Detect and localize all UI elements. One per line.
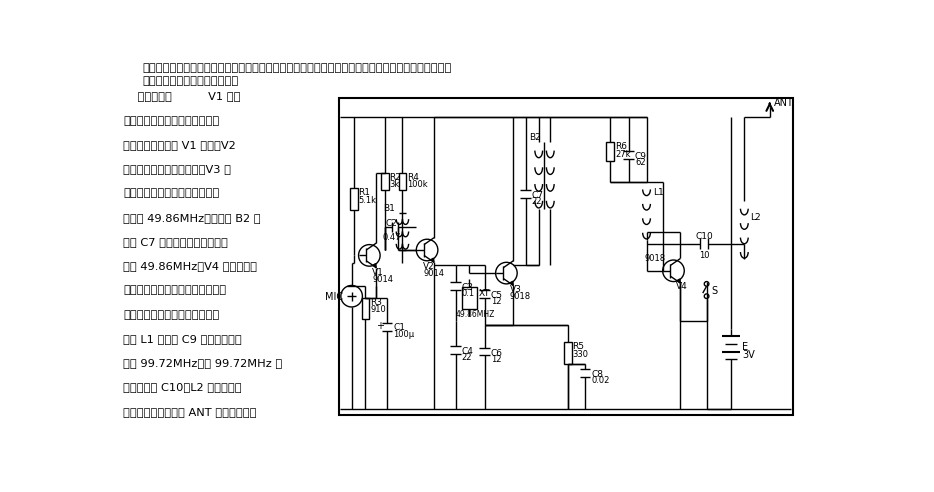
Text: 匹配回路馈送至天线 ANT 而发射出去。: 匹配回路馈送至天线 ANT 而发射出去。 — [123, 407, 257, 417]
Text: 49.86MHZ: 49.86MHZ — [456, 310, 495, 319]
Text: B2: B2 — [529, 133, 541, 142]
Text: 100μ: 100μ — [393, 330, 415, 339]
Text: R6: R6 — [615, 142, 627, 151]
Circle shape — [663, 260, 685, 281]
Text: 本电路能配合调频收音机、也能配合调幅收音机作为无线话筒使用。由于采用晶体振荡器，发射频率极: 本电路能配合调频收音机、也能配合调幅收音机作为无线话筒使用。由于采用晶体振荡器，… — [142, 63, 451, 73]
Text: 故实际为倍频放大器，其集电极: 故实际为倍频放大器，其集电极 — [123, 309, 219, 320]
Text: 330: 330 — [573, 350, 588, 359]
Text: 9018: 9018 — [509, 292, 531, 301]
Text: 12: 12 — [491, 355, 502, 364]
Text: C2: C2 — [386, 219, 398, 228]
Text: 12: 12 — [491, 297, 502, 306]
Text: E: E — [742, 342, 748, 352]
Text: V1: V1 — [373, 268, 384, 277]
Text: 9018: 9018 — [644, 254, 665, 263]
Text: 0.1: 0.1 — [461, 289, 474, 298]
Circle shape — [417, 239, 438, 261]
Text: L2: L2 — [751, 213, 761, 222]
Text: 负载 L1 与电容 C9 并联后，应谐: 负载 L1 与电容 C9 并联后，应谐 — [123, 334, 242, 344]
Text: 电容 C7 组成的并联谐振回路谐: 电容 C7 组成的并联谐振回路谐 — [123, 237, 228, 247]
Bar — [606, 142, 615, 161]
Bar — [564, 342, 572, 364]
Text: C10: C10 — [696, 232, 714, 241]
Text: 0.47: 0.47 — [382, 233, 401, 242]
Text: 910: 910 — [370, 306, 386, 314]
Text: 27k: 27k — [615, 150, 630, 159]
Text: 9014: 9014 — [423, 269, 445, 278]
Bar — [350, 188, 358, 210]
Polygon shape — [510, 281, 514, 285]
Text: 5.1k: 5.1k — [359, 196, 376, 205]
Bar — [399, 173, 406, 190]
Text: C6: C6 — [491, 348, 503, 358]
Bar — [361, 298, 369, 319]
Text: V4: V4 — [676, 281, 687, 291]
Text: R1: R1 — [359, 188, 371, 197]
Circle shape — [496, 262, 517, 284]
Text: V3: V3 — [509, 285, 521, 294]
Text: C4: C4 — [461, 347, 474, 356]
Text: C5: C5 — [491, 291, 503, 300]
Text: S: S — [711, 286, 717, 296]
Text: R3: R3 — [370, 298, 382, 307]
Text: 10: 10 — [699, 251, 710, 260]
Text: 振于 49.86MHz。V4 为高频放大: 振于 49.86MHz。V4 为高频放大 — [123, 261, 257, 271]
Text: 22: 22 — [531, 197, 543, 206]
Polygon shape — [373, 264, 376, 268]
Text: 9014: 9014 — [373, 275, 393, 284]
Text: XT: XT — [479, 288, 490, 298]
Circle shape — [341, 285, 362, 307]
Text: 3k: 3k — [389, 180, 400, 189]
Text: C7: C7 — [531, 191, 544, 200]
Text: R5: R5 — [573, 342, 585, 351]
Text: R2: R2 — [389, 173, 402, 182]
Text: V2: V2 — [423, 262, 435, 271]
Text: C3: C3 — [461, 283, 474, 292]
Text: C1: C1 — [393, 323, 405, 332]
Text: 器，它专门放大晶振的二次谐波，: 器，它专门放大晶振的二次谐波， — [123, 285, 226, 295]
Circle shape — [704, 281, 709, 286]
Text: 电路示于图          V1 为音: 电路示于图 V1 为音 — [123, 92, 240, 101]
Text: 3V: 3V — [742, 350, 755, 360]
Bar — [461, 287, 477, 308]
Text: ANT: ANT — [773, 97, 794, 108]
Circle shape — [704, 294, 709, 299]
Text: 频率为 49.86MHz。变压器 B2 与: 频率为 49.86MHz。变压器 B2 与 — [123, 213, 261, 223]
Text: C9: C9 — [635, 152, 647, 161]
Text: MIC: MIC — [325, 292, 343, 302]
Polygon shape — [677, 279, 680, 283]
Text: 音信号直接耦合到 V1 基极。V2: 音信号直接耦合到 V1 基极。V2 — [123, 140, 235, 150]
Text: 其稳定，特别适合教师讲课用。: 其稳定，特别适合教师讲课用。 — [142, 76, 238, 86]
Text: B1: B1 — [383, 204, 395, 213]
Text: 调频信号经 C10、L2 构成的阻抗: 调频信号经 C10、L2 构成的阻抗 — [123, 382, 242, 393]
Bar — [381, 173, 389, 190]
Text: 为电感耦合式功率放大器。V3 构: 为电感耦合式功率放大器。V3 构 — [123, 164, 231, 174]
Text: 62: 62 — [635, 158, 645, 167]
Polygon shape — [431, 258, 434, 262]
Text: L1: L1 — [653, 188, 663, 197]
Text: 100k: 100k — [407, 180, 428, 189]
Text: 22: 22 — [461, 353, 473, 362]
Text: 频放大器，驻极体电容话筒将语: 频放大器，驻极体电容话筒将语 — [123, 116, 219, 125]
Text: 成电容三点式晶体振荡器，振荡: 成电容三点式晶体振荡器，振荡 — [123, 188, 219, 198]
Circle shape — [359, 245, 380, 266]
Text: C8: C8 — [591, 370, 603, 379]
Bar — [338, 97, 793, 415]
Text: 0.02: 0.02 — [591, 376, 610, 385]
Text: +: + — [376, 321, 384, 331]
Text: 振于 99.72MHz。该 99.72MHz 的: 振于 99.72MHz。该 99.72MHz 的 — [123, 358, 282, 368]
Text: R4: R4 — [407, 173, 419, 182]
